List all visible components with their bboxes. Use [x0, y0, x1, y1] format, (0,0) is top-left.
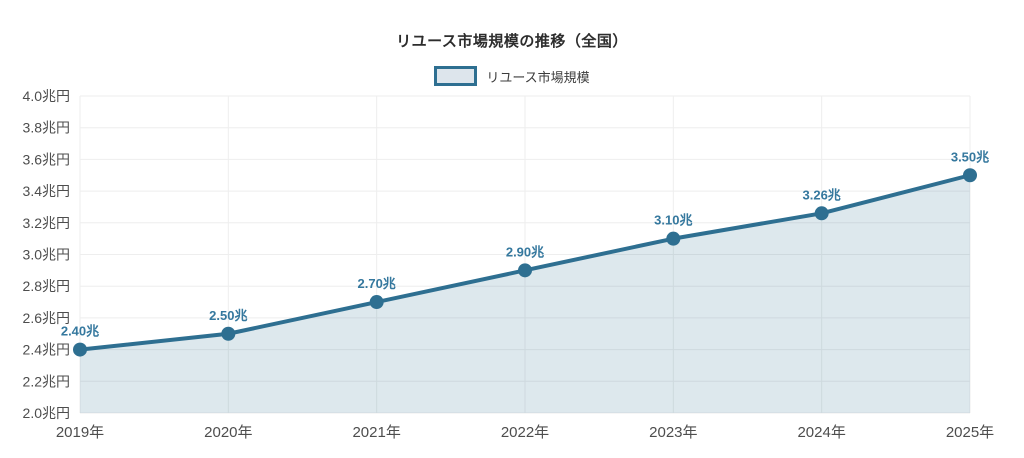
line-area-chart: 2.40兆 2.50兆 2.70兆 2.90兆 3.10兆 3.26兆 3.50兆 2.0兆円… [23, 88, 995, 441]
x-axis-ticks: 2019年 2020年 2021年 2022年 2023年 2024年 2025年 [56, 424, 994, 441]
y-tick-label: 2.6兆円 [23, 310, 70, 326]
y-tick-label: 3.4兆円 [23, 183, 70, 199]
data-points [73, 168, 977, 357]
y-tick-label: 3.8兆円 [23, 120, 70, 136]
y-tick-label: 3.6兆円 [23, 151, 70, 167]
y-tick-label: 2.2兆円 [23, 373, 70, 389]
data-point-label: 2.70兆 [358, 276, 396, 291]
y-tick-label: 2.4兆円 [23, 342, 70, 358]
y-tick-label: 2.8兆円 [23, 278, 70, 294]
grid [79, 95, 971, 414]
data-point-label: 2.50兆 [209, 308, 247, 323]
data-point-2019年[interactable] [73, 342, 87, 357]
y-tick-label: 3.0兆円 [23, 247, 70, 263]
data-point-label: 3.26兆 [803, 187, 841, 202]
data-point-label: 3.10兆 [654, 213, 692, 228]
legend-label: リユース市場規模 [486, 69, 590, 85]
x-tick-label: 2025年 [946, 424, 994, 441]
legend-item-reuse-market[interactable]: リユース市場規模 [434, 66, 590, 86]
data-labels: 2.40兆 2.50兆 2.70兆 2.90兆 3.10兆 3.26兆 3.50兆 [61, 149, 989, 338]
data-point-label: 2.90兆 [506, 244, 544, 259]
y-tick-label: 4.0兆円 [23, 88, 70, 104]
x-tick-label: 2024年 [797, 424, 845, 441]
data-point-2024年[interactable] [814, 206, 829, 221]
data-point-2023年[interactable] [666, 231, 681, 246]
area-fill [80, 175, 970, 413]
data-point-2020年[interactable] [221, 326, 236, 341]
x-tick-label: 2021年 [352, 424, 400, 441]
legend-swatch [434, 66, 478, 86]
x-tick-label: 2023年 [649, 424, 697, 441]
y-tick-label: 2.0兆円 [23, 405, 70, 421]
data-point-2022年[interactable] [518, 263, 532, 278]
chart-title: リユース市場規模の推移（全国） [396, 33, 628, 50]
legend: リユース市場規模 [0, 66, 1024, 86]
x-tick-label: 2022年 [501, 424, 549, 441]
y-axis-ticks: 2.0兆円 2.2兆円 2.4兆円 2.6兆円 2.8兆円 3.0兆円 3.2兆円 3.4兆円… [23, 88, 70, 421]
data-point-label: 2.40兆 [61, 324, 99, 339]
x-tick-label: 2020年 [204, 424, 252, 441]
x-tick-label: 2019年 [56, 424, 104, 441]
y-tick-label: 3.2兆円 [23, 215, 70, 231]
data-point-2025年[interactable] [963, 168, 977, 183]
data-point-2021年[interactable] [369, 295, 384, 310]
data-point-label: 3.50兆 [951, 149, 989, 164]
